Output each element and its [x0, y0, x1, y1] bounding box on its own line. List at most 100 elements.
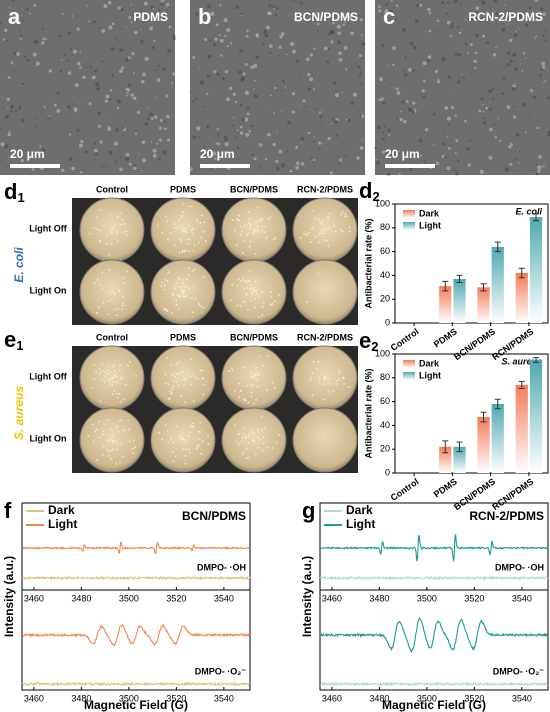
- sem-texture: [319, 114, 323, 119]
- colony: [254, 297, 257, 300]
- colony: [175, 303, 178, 306]
- sem-texture: [382, 137, 385, 141]
- sem-texture: [120, 156, 123, 158]
- colony: [348, 386, 351, 389]
- x-tick-label: Control: [389, 476, 421, 503]
- sem-texture: [534, 0, 538, 2]
- colony: [167, 441, 170, 444]
- sem-texture: [0, 142, 5, 147]
- colony: [256, 372, 259, 375]
- colony: [180, 439, 183, 441]
- colony: [167, 271, 170, 274]
- colony: [247, 232, 249, 235]
- colony: [242, 252, 244, 254]
- error-bar: [518, 267, 525, 279]
- row-label: Light Off: [29, 223, 67, 233]
- sem-texture: [80, 139, 84, 144]
- sem-texture: [46, 117, 50, 120]
- petri-dish: [150, 407, 216, 473]
- colony: [241, 436, 244, 439]
- colony: [117, 289, 120, 292]
- sem-texture: [525, 57, 527, 59]
- sem-texture: [298, 73, 301, 76]
- colony: [111, 377, 114, 379]
- sem-texture: [263, 29, 268, 34]
- colony: [188, 451, 191, 454]
- row-label: Light Off: [29, 371, 67, 381]
- colony: [194, 297, 197, 300]
- y-tick-label: 0: [385, 467, 390, 477]
- sem-texture: [409, 41, 414, 46]
- colony: [246, 287, 249, 289]
- sem-texture: [412, 45, 417, 50]
- colony: [106, 448, 109, 451]
- sem-texture: [489, 6, 491, 8]
- colony: [111, 435, 114, 438]
- colony: [259, 355, 261, 358]
- sem-texture: [8, 7, 11, 9]
- sem-texture: [121, 126, 125, 130]
- sem-texture: [507, 51, 511, 55]
- colony: [245, 447, 248, 450]
- colony: [190, 375, 193, 378]
- colony: [184, 286, 187, 288]
- colony: [163, 288, 166, 291]
- colony: [273, 238, 275, 241]
- sem-texture: [357, 65, 361, 69]
- sem-texture: [146, 107, 149, 110]
- sem-texture: [71, 15, 74, 17]
- colony: [191, 270, 194, 272]
- colony: [182, 438, 185, 440]
- colony: [184, 454, 187, 457]
- colony: [125, 233, 128, 236]
- sem-texture: [226, 27, 231, 32]
- sem-texture: [300, 142, 302, 145]
- colony: [327, 382, 330, 384]
- colony: [95, 428, 98, 431]
- sem-texture: [163, 127, 167, 131]
- sem-texture: [361, 114, 365, 118]
- sem-texture: [401, 100, 405, 104]
- colony: [235, 244, 238, 247]
- sem-texture: [115, 37, 118, 40]
- sem-texture: [379, 77, 384, 82]
- sem-texture: [422, 61, 427, 66]
- sem-texture: [160, 118, 164, 123]
- sem-texture: [172, 36, 176, 41]
- sem-texture: [10, 109, 13, 113]
- colony: [242, 279, 245, 282]
- colony: [248, 218, 251, 220]
- sem-texture: [529, 90, 532, 93]
- sem-texture: [39, 145, 42, 148]
- sem-texture: [239, 12, 242, 15]
- sem-texture: [535, 35, 538, 38]
- sem-texture: [518, 14, 522, 19]
- sem-texture: [495, 46, 497, 48]
- colony: [247, 435, 250, 438]
- sem-texture: [478, 109, 482, 113]
- colony: [167, 397, 170, 400]
- sem-texture: [14, 109, 18, 113]
- y-tick-label: 20: [380, 294, 390, 304]
- sem-texture: [456, 80, 461, 84]
- error-bar: [480, 283, 487, 292]
- colony: [93, 363, 95, 366]
- colony: [348, 230, 351, 233]
- x-tick-label: 3540: [214, 693, 234, 703]
- sem-texture: [84, 150, 88, 154]
- colony: [315, 367, 318, 370]
- sem-texture: [475, 11, 478, 14]
- colony: [187, 435, 190, 437]
- scale-label: 20 μm: [10, 147, 45, 161]
- organism-label: S. aureus: [12, 386, 26, 440]
- colony: [262, 442, 265, 445]
- colony: [107, 300, 110, 302]
- colony: [197, 302, 200, 305]
- colony: [103, 423, 106, 426]
- sem-texture: [11, 0, 15, 2]
- colony: [96, 278, 99, 281]
- sem-texture: [470, 71, 472, 73]
- sem-texture: [387, 128, 391, 132]
- sem-texture: [509, 162, 513, 166]
- colony: [263, 231, 266, 234]
